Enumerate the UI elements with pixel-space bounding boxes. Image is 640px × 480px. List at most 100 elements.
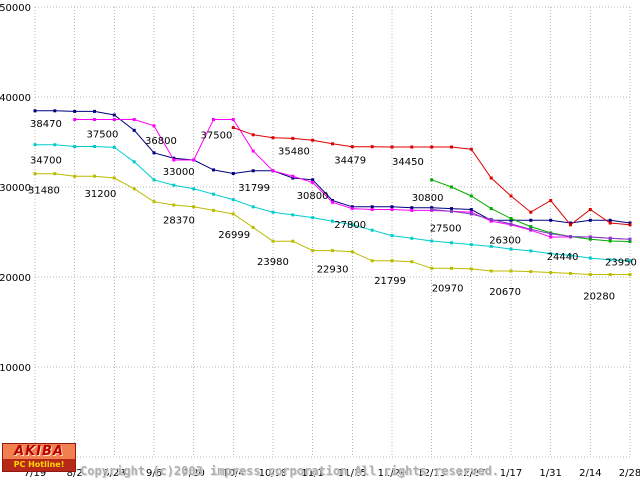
series-marker-red (628, 223, 632, 227)
point-value-label: 20280 (583, 292, 615, 303)
series-marker-red (370, 145, 374, 149)
point-value-label: 33000 (163, 167, 195, 178)
series-marker-navy (628, 221, 632, 225)
series-marker-navy (212, 168, 215, 172)
series-marker-yellow (192, 205, 196, 209)
point-value-label: 26300 (489, 235, 521, 246)
x-axis-tick-label: 10/18 (259, 468, 288, 479)
point-value-label: 37500 (87, 130, 119, 141)
series-marker-red (608, 221, 612, 225)
series-marker-purple (489, 217, 493, 221)
x-axis-tick-label: 11/29 (378, 468, 407, 479)
series-marker-navy (370, 205, 374, 209)
series-marker-magenta (469, 210, 473, 214)
series-marker-magenta (370, 208, 374, 211)
point-value-label: 31799 (238, 183, 270, 194)
series-marker-navy (33, 109, 37, 113)
series-marker-yellow (291, 239, 295, 243)
series-marker-yellow (331, 249, 334, 253)
series-marker-cyan (172, 183, 176, 187)
series-marker-red (529, 210, 533, 214)
series-marker-navy (231, 172, 235, 175)
series-marker-cyan (509, 247, 513, 251)
series-marker-cyan (112, 145, 116, 149)
series-marker-magenta (73, 118, 77, 121)
series-marker-red (430, 145, 434, 149)
y-axis-tick-label: 10000 (0, 363, 31, 374)
series-marker-navy (311, 178, 315, 182)
series-marker-magenta (489, 219, 493, 223)
series-marker-navy (588, 218, 592, 222)
series-marker-green (489, 207, 493, 211)
x-axis-tick-label: 7/19 (24, 468, 46, 479)
series-marker-green (628, 240, 632, 243)
series-marker-yellow (549, 271, 553, 274)
series-marker-red (331, 142, 334, 146)
series-marker-yellow (430, 266, 434, 270)
series-marker-cyan (271, 210, 275, 214)
series-marker-green (469, 194, 473, 198)
series-marker-red (271, 136, 275, 140)
series-marker-purple (450, 209, 453, 213)
series-marker-yellow (509, 269, 513, 273)
x-axis-tick-label: 2/28 (619, 468, 640, 479)
series-marker-magenta (390, 208, 394, 211)
series-marker-yellow (628, 273, 632, 276)
series-marker-navy (53, 109, 57, 113)
series-marker-yellow (390, 259, 394, 263)
series-marker-navy (251, 169, 255, 173)
series-marker-red (311, 138, 315, 142)
series-marker-magenta (311, 181, 315, 184)
series-marker-magenta (331, 200, 334, 204)
point-value-label: 28370 (163, 216, 195, 227)
series-marker-cyan (529, 249, 533, 253)
x-axis-tick-label: 11/1 (301, 468, 323, 479)
series-marker-purple (509, 222, 513, 226)
x-axis-tick-label: 2/14 (579, 468, 601, 479)
series-marker-magenta (291, 174, 295, 178)
series-marker-yellow (93, 174, 96, 178)
series-marker-yellow (172, 203, 176, 207)
series-marker-cyan (231, 198, 235, 202)
series-marker-red (549, 199, 553, 202)
series-marker-purple (430, 208, 434, 211)
series-marker-yellow (33, 172, 37, 176)
point-value-label: 20970 (432, 283, 464, 294)
series-marker-magenta (93, 118, 96, 121)
series-marker-red (251, 133, 255, 137)
series-marker-yellow (588, 273, 592, 276)
series-marker-red (231, 126, 235, 130)
series-marker-cyan (93, 145, 96, 148)
series-marker-cyan (430, 239, 434, 243)
series-marker-cyan (53, 143, 57, 147)
series-marker-magenta (132, 118, 136, 121)
series-marker-cyan (192, 187, 196, 191)
series-marker-navy (509, 218, 513, 222)
y-axis-tick-label: 20000 (0, 273, 31, 284)
series-marker-green (588, 237, 592, 241)
series-marker-green (509, 217, 513, 220)
point-value-label: 38470 (30, 119, 62, 130)
series-marker-navy (112, 113, 116, 117)
series-marker-cyan (489, 244, 493, 248)
series-marker-yellow (489, 269, 493, 273)
series-marker-navy (152, 151, 156, 155)
series-marker-navy (331, 199, 334, 202)
point-value-label: 31480 (28, 186, 60, 197)
series-marker-yellow (370, 259, 374, 263)
point-value-label: 30800 (297, 191, 329, 202)
point-value-label: 26999 (218, 230, 250, 241)
series-marker-yellow (53, 172, 57, 176)
series-marker-yellow (271, 239, 275, 243)
series-marker-cyan (469, 243, 473, 247)
series-marker-cyan (588, 256, 592, 260)
series-marker-yellow (469, 267, 473, 271)
series-marker-magenta (231, 118, 235, 121)
copyright-notice: Copyright (c)2003 impress corporation Al… (80, 441, 499, 480)
series-marker-cyan (569, 253, 572, 257)
series-marker-magenta (212, 118, 215, 121)
point-value-label: 22930 (317, 265, 349, 276)
point-value-label: 27800 (334, 220, 366, 231)
logo-akiba-text: AKIBA (3, 444, 75, 459)
